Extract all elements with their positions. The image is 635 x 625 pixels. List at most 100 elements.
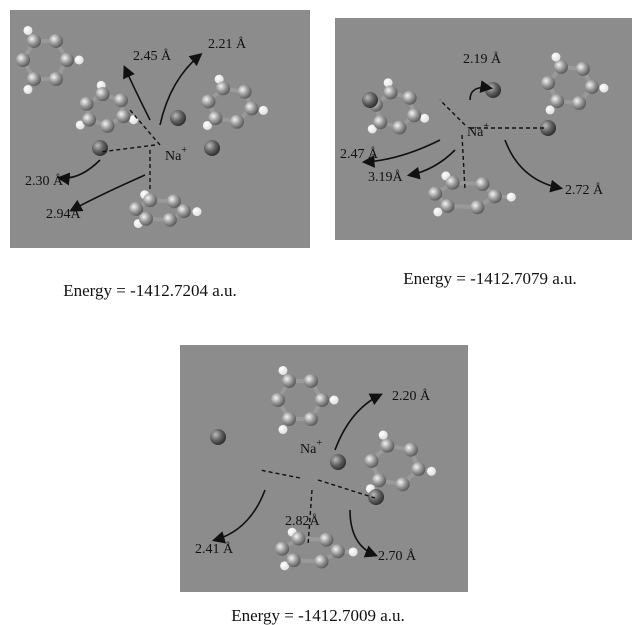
- ion: Na: [300, 442, 317, 457]
- oxygen: [485, 82, 501, 98]
- carbon: [60, 53, 74, 67]
- carbon: [282, 412, 296, 426]
- distance-label: 2.47 Å: [340, 146, 379, 162]
- carbon: [27, 34, 41, 48]
- carbon: [550, 94, 564, 108]
- hydrogen: [427, 467, 436, 476]
- carbon: [216, 81, 230, 95]
- carbon: [177, 204, 191, 218]
- distance-label: 2.94Å: [46, 206, 82, 222]
- energy: Energy = -1412.7079 a.u.: [403, 269, 577, 288]
- carbon: [230, 115, 244, 129]
- carbon: [331, 544, 345, 558]
- carbon: [315, 393, 329, 407]
- carbon: [27, 72, 41, 86]
- hydrogen: [551, 53, 560, 62]
- carbon: [380, 439, 394, 453]
- hydrogen: [23, 26, 32, 35]
- carbon: [373, 115, 387, 129]
- carbon: [476, 177, 490, 191]
- energy: Energy = -1412.7009 a.u.: [231, 606, 405, 625]
- hydrogen: [75, 56, 84, 65]
- carbon: [554, 60, 568, 74]
- carbon: [392, 121, 406, 135]
- carbon: [470, 200, 484, 214]
- carbon: [139, 212, 153, 226]
- distance-label: 2.21 Å: [208, 36, 247, 52]
- carbon: [576, 62, 590, 76]
- oxygen: [368, 489, 384, 505]
- carbon: [304, 374, 318, 388]
- ion: Na: [467, 125, 484, 140]
- carbon: [208, 111, 222, 125]
- carbon: [96, 87, 110, 101]
- ion: Na: [165, 149, 182, 164]
- carbon: [129, 202, 143, 216]
- carbon: [572, 96, 586, 110]
- hydrogen: [278, 366, 287, 375]
- carbon: [80, 97, 94, 111]
- carbon: [49, 72, 63, 86]
- carbon: [319, 533, 333, 547]
- carbon: [238, 85, 252, 99]
- carbon: [585, 80, 599, 94]
- hydrogen: [599, 84, 608, 93]
- carbon: [82, 113, 96, 127]
- charge: +: [316, 438, 322, 449]
- carbon: [114, 93, 128, 107]
- hydrogen: [330, 396, 339, 405]
- carbon: [116, 109, 130, 123]
- carbon: [404, 443, 418, 457]
- carbon: [407, 108, 421, 122]
- carbon: [488, 189, 502, 203]
- carbon: [396, 477, 410, 491]
- carbon: [364, 454, 378, 468]
- charge: +: [483, 121, 489, 132]
- distance-label: 2.41 Å: [195, 541, 234, 557]
- carbon: [412, 462, 426, 476]
- hydrogen: [379, 431, 388, 440]
- hydrogen: [507, 193, 516, 202]
- carbon: [291, 532, 305, 546]
- carbon: [428, 187, 442, 201]
- hydrogen: [193, 207, 202, 216]
- carbon: [541, 76, 555, 90]
- carbon: [16, 53, 30, 67]
- hydrogen: [259, 106, 268, 115]
- hydrogen: [349, 547, 358, 556]
- carbon: [384, 85, 398, 99]
- hydrogen: [23, 85, 32, 94]
- oxygen: [210, 429, 226, 445]
- carbon: [163, 213, 177, 227]
- carbon: [271, 393, 285, 407]
- distance-label: 2.45 Å: [133, 48, 172, 64]
- distance-label: 3.19Å: [368, 169, 404, 185]
- distance-label: 2.19 Å: [463, 51, 502, 67]
- distance-label: 2.72 Å: [565, 182, 604, 198]
- carbon: [143, 193, 157, 207]
- oxygen: [362, 92, 378, 108]
- hydrogen: [433, 207, 442, 216]
- oxygen: [170, 110, 186, 126]
- carbon: [304, 412, 318, 426]
- distance-label: 2.70 Å: [378, 548, 417, 564]
- charge: +: [181, 145, 187, 156]
- distance-label: 2.20 Å: [392, 388, 431, 404]
- energy: Energy = -1412.7204 a.u.: [63, 281, 237, 300]
- carbon: [245, 101, 259, 115]
- carbon: [315, 554, 329, 568]
- carbon: [167, 194, 181, 208]
- oxygen: [92, 140, 108, 156]
- distance-label: 2.82Å: [285, 513, 321, 529]
- carbon: [282, 374, 296, 388]
- carbon: [446, 176, 460, 190]
- carbon: [287, 553, 301, 567]
- carbon: [275, 542, 289, 556]
- carbon: [403, 91, 417, 105]
- oxygen: [330, 454, 346, 470]
- carbon: [49, 34, 63, 48]
- carbon: [100, 119, 114, 133]
- carbon: [372, 473, 386, 487]
- carbon: [201, 95, 215, 109]
- hydrogen: [278, 425, 287, 434]
